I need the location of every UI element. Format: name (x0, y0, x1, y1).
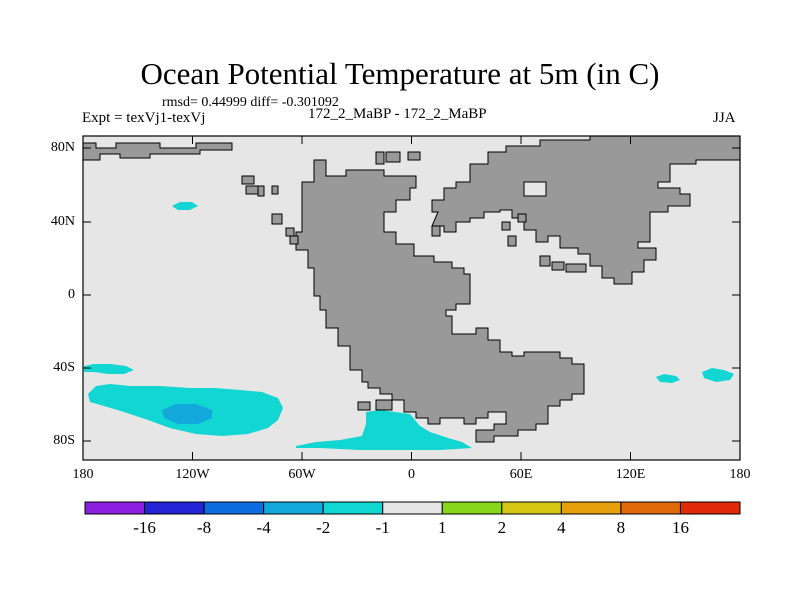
colorbar-box (560, 501, 622, 515)
lon-tick-label: 120W (175, 467, 210, 482)
colorbar-box (84, 501, 146, 515)
colorbar-box (441, 501, 503, 515)
chart-title: Ocean Potential Temperature at 5m (in C) (140, 56, 660, 91)
experiment-label: Expt = texVj1-texVj (82, 110, 206, 126)
lat-tick-label: 80N (50, 140, 75, 155)
land-island-14 (431, 225, 441, 237)
colorbar-label: 1 (438, 518, 447, 537)
season-label: JJA (713, 110, 736, 126)
colorbar-box (203, 501, 265, 515)
axis-ticks (82, 136, 741, 460)
anomaly-region-north-pacific (172, 202, 198, 210)
land-northwest-strip (82, 142, 233, 161)
colorbar-label: 8 (616, 518, 626, 537)
anomaly-region-south-atlantic (296, 410, 472, 450)
colorbar-box (322, 501, 384, 515)
colorbar-box (620, 501, 681, 515)
anomaly-region-east-1 (656, 374, 680, 383)
lon-tick-label: 180 (729, 467, 751, 482)
anomaly-core (162, 404, 212, 424)
land-island-11 (501, 221, 511, 231)
inland-sea (523, 181, 547, 197)
lon-tick-label: 180 (72, 467, 94, 482)
land-island-4 (241, 175, 255, 185)
land-island-16 (551, 261, 565, 271)
anomaly-core-south-pacific (162, 404, 212, 424)
land-island-8 (271, 213, 283, 225)
land-island-18 (357, 401, 371, 411)
land-island-13 (517, 213, 527, 223)
lat-tick-label: 40N (50, 214, 75, 229)
colorbar-box (144, 501, 205, 515)
land-main-continent (295, 159, 585, 443)
colorbar-label: 2 (497, 518, 507, 537)
land-island-3 (407, 151, 421, 161)
anomaly-region-east-2 (702, 368, 734, 382)
lat-tick-label: 80S (53, 433, 75, 448)
lat-tick-label: 40S (53, 360, 75, 375)
colorbar-box (263, 501, 324, 515)
anomaly-region-southwest (84, 364, 134, 374)
land-island-2 (385, 151, 401, 163)
stats-label: rmsd= 0.44999 diff= -0.301092 (162, 95, 339, 110)
land-northeast-continent (431, 135, 741, 285)
land-island-6 (257, 185, 265, 197)
case-label: 172_2_MaBP - 172_2_MaBP (308, 106, 487, 122)
land-island-12 (507, 235, 517, 247)
lat-tick-label: 0 (68, 287, 75, 302)
colorbar-label: -4 (256, 518, 271, 537)
colorbar-label: -2 (316, 518, 331, 537)
land-layer (82, 135, 741, 443)
lon-tick-label: 120E (615, 467, 646, 482)
colorbar-box (501, 501, 562, 515)
lon-tick-label: 0 (408, 467, 415, 482)
land-island-15 (539, 255, 551, 267)
colorbar-label: -8 (196, 518, 212, 537)
colorbar-box (679, 501, 741, 515)
colorbar-label: -1 (375, 518, 390, 537)
land-island-10 (289, 235, 299, 245)
colorbar (84, 501, 741, 515)
land-island-9 (285, 227, 295, 237)
colorbar-label: 16 (671, 518, 689, 537)
lon-tick-label: 60E (509, 467, 533, 482)
land-island-19 (375, 399, 393, 411)
land-island-7 (271, 185, 279, 195)
colorbar-label: -16 (133, 518, 156, 537)
land-island-1 (375, 151, 385, 165)
colorbar-box (382, 501, 443, 515)
land-island-17 (565, 263, 587, 273)
lon-tick-label: 60W (288, 467, 316, 482)
colorbar-label: 4 (557, 518, 566, 537)
